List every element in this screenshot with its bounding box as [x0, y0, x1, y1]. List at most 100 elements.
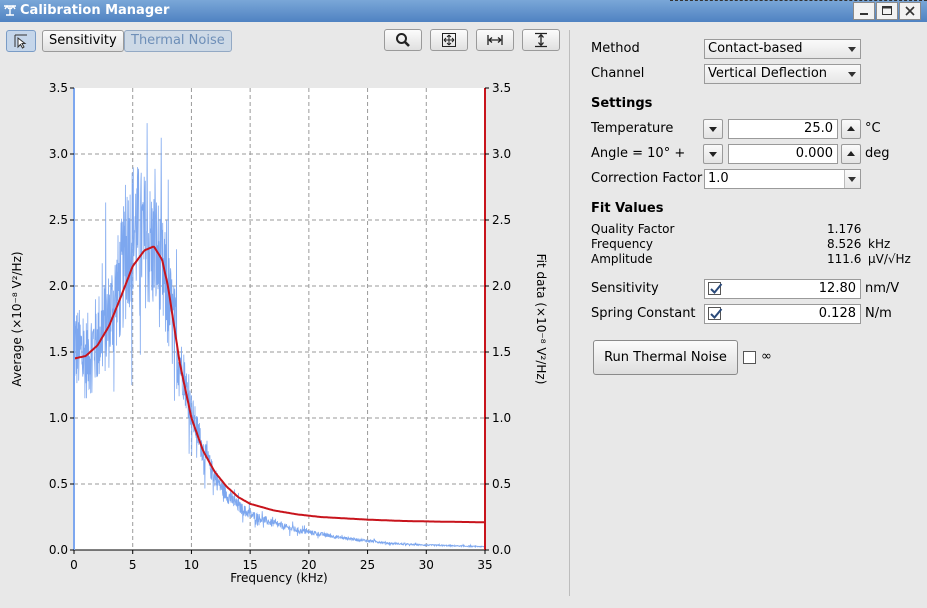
y2-tick-label: 0.5 — [492, 477, 511, 491]
x-tick-label: 10 — [184, 558, 199, 572]
method-dropdown[interactable]: Contact-based — [704, 39, 861, 59]
continuous-loop-checkbox[interactable] — [743, 351, 756, 364]
checkmark-icon — [710, 308, 723, 319]
frequency-label: Frequency — [591, 237, 653, 251]
thermal-noise-tab-button[interactable]: Thermal Noise — [124, 30, 232, 52]
correction-factor-label: Correction Factor — [591, 171, 703, 186]
correction-factor-value: 1.0 — [708, 171, 729, 186]
y2-tick-label: 3.0 — [492, 147, 511, 161]
temperature-unit: °C — [865, 121, 881, 136]
settings-panel: Method Contact-based Channel Vertical De… — [571, 22, 927, 604]
y2-tick-label: 3.5 — [492, 81, 511, 95]
spring-constant-input[interactable]: 0.128 — [704, 304, 861, 324]
close-icon — [905, 6, 915, 16]
y2-tick-label: 0.0 — [492, 543, 511, 557]
thermal-noise-chart[interactable]: 0 5 10 15 20 25 30 350.0 0.00.5 0.51.0 1.01.5 1.52.… — [0, 78, 567, 608]
sensitivity-tab-button[interactable]: Sensitivity — [42, 30, 124, 52]
cursor-select-icon — [14, 34, 27, 49]
raw-noise-series — [73, 123, 486, 549]
angle-decrement-button[interactable] — [703, 144, 723, 164]
plot-area — [74, 88, 485, 550]
amplitude-label: Amplitude — [591, 252, 653, 266]
method-value: Contact-based — [708, 41, 803, 56]
x-tick-label: 25 — [360, 558, 375, 572]
zoom-button[interactable] — [384, 29, 422, 51]
fit-values-heading: Fit Values — [591, 201, 664, 216]
angle-increment-button[interactable] — [841, 144, 861, 164]
frequency-unit: kHz — [868, 237, 891, 251]
angle-unit: deg — [865, 146, 890, 161]
angle-label: Angle = 10° + — [591, 146, 686, 161]
channel-dropdown[interactable]: Vertical Deflection — [704, 64, 861, 84]
sensitivity-input[interactable]: 12.80 — [704, 279, 861, 299]
y-tick-label: 3.5 — [49, 81, 68, 95]
quality-factor-value: 1.176 — [827, 222, 862, 236]
x-tick-label: 35 — [477, 558, 492, 572]
y-tick-label: 0.5 — [49, 477, 68, 491]
x-tick-label: 0 — [70, 558, 78, 572]
y2-axis-label: Fit data (×10⁻⁸ V²/Hz) — [534, 254, 548, 385]
amplitude-value: 111.6 — [827, 252, 862, 266]
arrow-up-icon — [847, 126, 855, 131]
method-label: Method — [591, 41, 640, 56]
temperature-input[interactable]: 25.0 — [728, 119, 838, 139]
arrow-down-icon — [709, 152, 717, 157]
minimize-button[interactable] — [853, 2, 875, 20]
minimize-icon — [860, 13, 868, 15]
y-tick-label: 1.5 — [49, 345, 68, 359]
vertical-fit-icon — [535, 32, 547, 48]
spring-constant-label: Spring Constant — [591, 306, 696, 321]
arrow-down-icon — [709, 127, 717, 132]
fit-horizontal-button[interactable] — [476, 29, 514, 51]
magnifier-icon — [396, 33, 410, 47]
channel-label: Channel — [591, 66, 645, 81]
x-tick-label: 15 — [243, 558, 258, 572]
x-axis-label: Frequency (kHz) — [230, 571, 327, 585]
x-tick-label: 20 — [301, 558, 316, 572]
title-bar-edge — [670, 0, 927, 2]
checkmark-icon — [710, 283, 723, 294]
close-button[interactable] — [899, 2, 921, 20]
x-tick-label: 5 — [129, 558, 137, 572]
panel-divider — [569, 30, 570, 596]
fit-vertical-button[interactable] — [522, 29, 560, 51]
maximize-icon — [882, 6, 892, 15]
chevron-down-icon — [848, 72, 856, 77]
spring-constant-unit: N/m — [865, 306, 892, 321]
y2-tick-label: 1.5 — [492, 345, 511, 359]
chevron-down-icon — [848, 47, 856, 52]
amplitude-unit: µV/√Hz — [868, 252, 911, 266]
plot-panel: Sensitivity Thermal Noise 0 5 10 15 20 25 30 35… — [0, 22, 567, 604]
temperature-increment-button[interactable] — [841, 119, 861, 139]
chevron-down-icon — [848, 177, 856, 182]
window-title: Calibration Manager — [20, 3, 170, 18]
temperature-label: Temperature — [591, 121, 674, 136]
fit-series — [73, 245, 485, 524]
y-tick-label: 0.0 — [49, 543, 68, 557]
maximize-button[interactable] — [876, 2, 898, 20]
temperature-decrement-button[interactable] — [703, 119, 723, 139]
correction-factor-combo[interactable]: 1.0 — [704, 169, 861, 189]
y2-tick-label: 2.0 — [492, 279, 511, 293]
spring-constant-checkbox[interactable] — [708, 307, 723, 320]
sensitivity-checkbox[interactable] — [708, 282, 723, 295]
x-tick-label: 30 — [419, 558, 434, 572]
arrow-up-icon — [847, 151, 855, 156]
horizontal-fit-icon — [487, 35, 503, 45]
y-tick-label: 2.0 — [49, 279, 68, 293]
fit-all-button[interactable] — [430, 29, 468, 51]
y-axis-label: Average (×10⁻⁸ V²/Hz) — [10, 251, 24, 386]
y-tick-label: 2.5 — [49, 213, 68, 227]
frequency-value: 8.526 — [827, 237, 862, 251]
expand-all-icon — [442, 33, 456, 47]
angle-input[interactable]: 0.000 — [728, 144, 838, 164]
y2-tick-label: 2.5 — [492, 213, 511, 227]
select-tool-button[interactable] — [6, 30, 36, 52]
sensitivity-unit: nm/V — [865, 281, 900, 296]
channel-value: Vertical Deflection — [708, 66, 828, 81]
run-thermal-noise-button[interactable]: Run Thermal Noise — [593, 340, 738, 375]
y-tick-label: 1.0 — [49, 411, 68, 425]
spring-constant-value: 0.128 — [818, 306, 856, 321]
sensitivity-value: 12.80 — [818, 281, 856, 296]
app-icon — [4, 4, 16, 16]
